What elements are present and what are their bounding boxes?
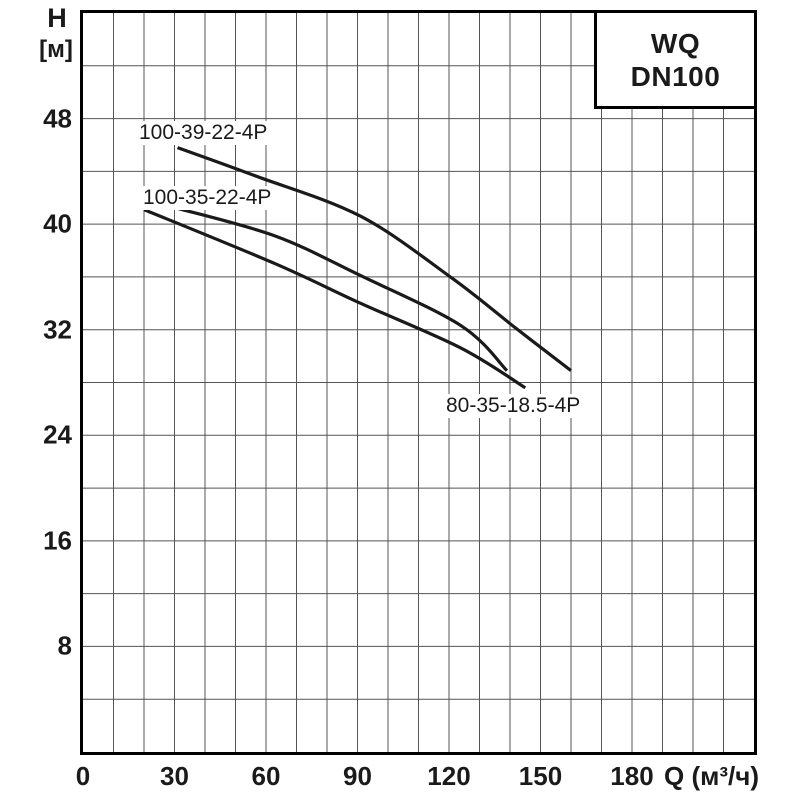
curve-label-80-35-18.5-4P: 80-35-18.5-4P (443, 394, 584, 418)
chart-title-line1: WQ (650, 27, 701, 59)
curve-label-100-39-22-4P: 100-39-22-4P (136, 121, 271, 145)
x-tick-label-90: 90 (343, 761, 372, 791)
chart-canvas (83, 13, 754, 752)
x-tick-label-60: 60 (251, 761, 281, 791)
y-tick-label-24: 24 (43, 419, 72, 450)
x-tick-label-150: 150 (518, 761, 563, 791)
x-tick-label-0: 0 (75, 761, 91, 791)
curve-80-35-18.5-4P (143, 208, 527, 390)
x-axis-name: Q (м³/ч) (664, 761, 759, 791)
y-tick-label-48: 48 (43, 103, 72, 134)
y-axis-unit: [м] (39, 36, 73, 63)
x-tick-label-180: 180 (610, 761, 654, 791)
curve-100-39-22-4P (176, 146, 572, 372)
x-tick-label-120: 120 (427, 761, 471, 791)
y-tick-label-32: 32 (43, 314, 72, 345)
curve-label-100-35-22-4P: 100-35-22-4P (140, 186, 275, 210)
y-tick-label-40: 40 (43, 208, 72, 239)
chart-plot-area (80, 10, 757, 755)
y-tick-label-16: 16 (43, 525, 72, 556)
y-axis-name: H (47, 3, 67, 33)
y-tick-label-8: 8 (57, 630, 72, 661)
chart-title-line2: DN100 (630, 60, 721, 92)
curve-100-35-22-4P (177, 206, 509, 372)
chart-title-box: WQ DN100 (594, 10, 757, 109)
x-tick-label-30: 30 (160, 761, 189, 791)
